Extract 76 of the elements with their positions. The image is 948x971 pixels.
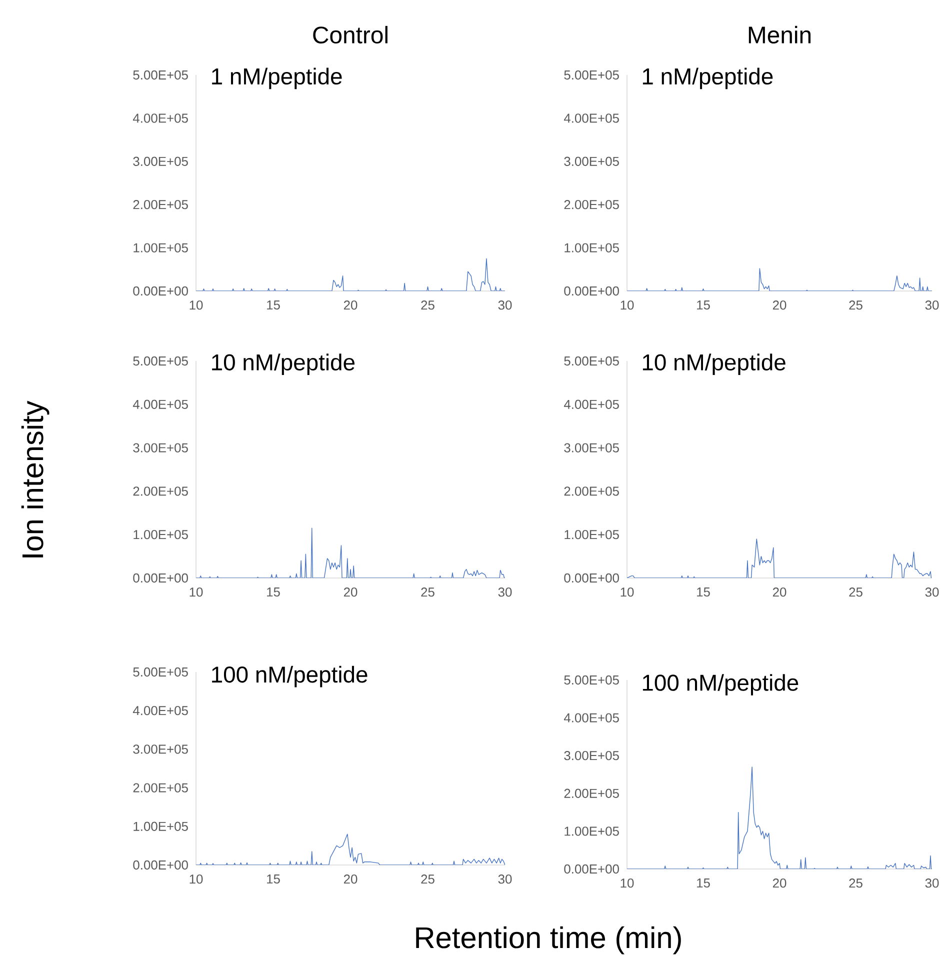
annotation: 10 nM/peptide — [212, 354, 355, 376]
x-tick-label: 30 — [925, 300, 939, 310]
y-tick-label: 5.00E+05 — [133, 70, 188, 80]
x-tick-label: 30 — [498, 874, 512, 884]
y-tick-label: 1.00E+05 — [134, 822, 188, 831]
y-tick-label: 4.00E+05 — [132, 706, 188, 716]
x-tick-label: 30 — [498, 300, 512, 310]
y-tick-label: 0.00E+00 — [133, 573, 188, 583]
y-tick-label: 5.00E+05 — [133, 667, 188, 677]
y-tick-label: 0.00E+00 — [133, 860, 188, 870]
chart-title: Control — [313, 26, 388, 44]
y-tick-label: 2.00E+05 — [564, 200, 619, 210]
x-tick-label: 30 — [925, 588, 939, 597]
y-tick-label: 1.00E+05 — [564, 243, 619, 252]
y-tick-label: 2.00E+05 — [133, 486, 188, 496]
chart-title: Menin — [748, 26, 811, 44]
x-tick-label: 15 — [697, 300, 710, 310]
y-tick-label: 0.00E+00 — [564, 286, 619, 296]
y-axis-title: Ion intensity — [21, 400, 50, 558]
annotation: 100 nM/peptide — [642, 674, 798, 696]
y-tick-label: 4.00E+05 — [564, 713, 619, 722]
y-tick-label: 4.00E+05 — [564, 400, 619, 409]
y-tick-label: 5.00E+05 — [564, 70, 619, 80]
x-tick-label: 25 — [421, 300, 434, 310]
y-tick-label: 4.00E+05 — [132, 114, 188, 123]
annotation: 100 nM/peptide — [212, 666, 368, 688]
y-tick-label: 1.00E+05 — [134, 530, 188, 540]
x-tick-label: 10 — [620, 878, 634, 888]
x-tick-label: 25 — [849, 878, 862, 888]
x-tick-label: 25 — [421, 588, 434, 597]
y-tick-label: 1.00E+05 — [134, 243, 188, 252]
x-tick-label: 15 — [267, 588, 280, 597]
y-tick-label: 3.00E+05 — [133, 156, 188, 166]
y-tick-label: 5.00E+05 — [564, 356, 619, 366]
x-tick-label: 20 — [344, 588, 358, 597]
y-tick-label: 0.00E+00 — [564, 864, 619, 874]
x-tick-label: 10 — [190, 874, 203, 884]
x-axis-title: Retention time (min) — [416, 926, 681, 954]
y-tick-label: 3.00E+05 — [564, 156, 619, 166]
y-tick-label: 2.00E+05 — [133, 783, 188, 792]
x-tick-label: 10 — [190, 300, 203, 310]
x-tick-label: 10 — [190, 588, 203, 597]
x-tick-label: 20 — [344, 874, 358, 884]
x-tick-label: 30 — [498, 588, 512, 597]
x-tick-label: 10 — [620, 300, 634, 310]
y-tick-label: 3.00E+05 — [133, 443, 188, 452]
x-tick-label: 30 — [925, 878, 939, 888]
y-tick-label: 0.00E+00 — [564, 573, 619, 583]
x-tick-label: 25 — [849, 300, 862, 310]
x-tick-label: 25 — [421, 874, 434, 884]
y-tick-label: 4.00E+05 — [132, 400, 188, 409]
y-tick-label: 1.00E+05 — [564, 530, 619, 540]
y-tick-label: 5.00E+05 — [564, 675, 619, 685]
x-tick-label: 20 — [772, 588, 786, 597]
x-tick-label: 20 — [772, 878, 786, 888]
y-tick-label: 3.00E+05 — [564, 443, 619, 452]
x-tick-label: 15 — [697, 588, 710, 597]
annotation: 1 nM/peptide — [212, 68, 342, 90]
y-tick-label: 4.00E+05 — [564, 114, 619, 123]
x-tick-label: 15 — [267, 300, 280, 310]
y-tick-label: 3.00E+05 — [133, 744, 188, 754]
x-tick-label: 15 — [697, 878, 710, 888]
x-tick-label: 10 — [620, 588, 634, 597]
annotation: 10 nM/peptide — [642, 354, 786, 376]
x-tick-label: 15 — [267, 874, 280, 884]
y-tick-label: 0.00E+00 — [133, 286, 188, 296]
x-tick-label: 20 — [344, 300, 358, 310]
y-tick-label: 2.00E+05 — [564, 486, 619, 496]
y-tick-label: 2.00E+05 — [564, 788, 619, 798]
annotation: 1 nM/peptide — [642, 68, 773, 90]
y-tick-label: 3.00E+05 — [564, 751, 619, 760]
x-tick-label: 25 — [849, 588, 862, 597]
y-tick-label: 2.00E+05 — [133, 200, 188, 210]
y-tick-label: 5.00E+05 — [133, 356, 188, 366]
y-tick-label: 1.00E+05 — [564, 826, 619, 836]
x-tick-label: 20 — [772, 300, 786, 310]
